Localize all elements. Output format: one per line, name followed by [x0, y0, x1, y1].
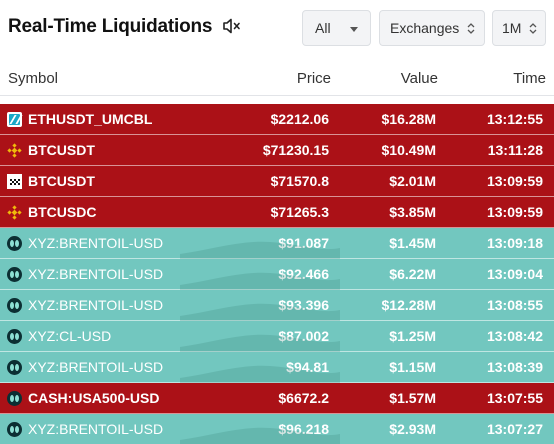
row-value: $6.22M — [389, 266, 436, 282]
row-price: $91.087 — [278, 235, 329, 251]
page-title: Real-Time Liquidations — [8, 16, 213, 37]
row-symbol: BTCUSDC — [28, 204, 97, 220]
column-header-price: Price — [296, 70, 331, 87]
row-value: $1.57M — [389, 390, 436, 406]
hyperliquid-icon — [7, 422, 22, 437]
table-row[interactable]: BTCUSDT $71570.8 $2.01M 13:09:59 — [0, 166, 554, 197]
row-value: $3.85M — [389, 204, 436, 220]
row-value: $1.45M — [389, 235, 436, 251]
updown-chevron-icon — [529, 23, 537, 34]
row-price: $71230.15 — [262, 142, 329, 158]
side-filter-select[interactable]: All — [302, 10, 371, 46]
row-value: $12.28M — [381, 297, 436, 313]
row-time: 13:09:18 — [486, 235, 543, 251]
side-filter-value: All — [315, 20, 331, 36]
liquidations-table: ETHUSDT_UMCBL $2212.06 $16.28M 13:12:55 BTCU… — [0, 104, 554, 444]
row-symbol: XYZ:BRENTOIL-USD — [28, 297, 164, 313]
okx-icon — [7, 174, 22, 189]
row-symbol: XYZ:BRENTOIL-USD — [28, 421, 164, 437]
row-symbol: XYZ:BRENTOIL-USD — [28, 235, 164, 251]
updown-chevron-icon — [467, 23, 475, 34]
hyperliquid-icon — [7, 298, 22, 313]
row-value: $10.49M — [381, 142, 436, 158]
table-row[interactable]: CASH:USA500-USD $6672.2 $1.57M 13:07:55 — [0, 383, 554, 414]
panel-header: Real-Time Liquidations All Exchanges 1M — [0, 0, 554, 58]
exchange-filter-select[interactable]: Exchanges — [379, 10, 485, 46]
table-row[interactable]: BTCUSDT $71230.15 $10.49M 13:11:28 — [0, 135, 554, 166]
exchange-filter-value: Exchanges — [390, 20, 460, 36]
row-symbol: BTCUSDT — [28, 173, 95, 189]
timeframe-value: 1M — [502, 20, 522, 36]
hyperliquid-icon — [7, 360, 22, 375]
row-time: 13:12:55 — [486, 111, 543, 127]
row-time: 13:08:42 — [486, 328, 543, 344]
table-row[interactable]: XYZ:BRENTOIL-USD $92.466 $6.22M 13:09:04 — [0, 259, 554, 290]
column-header-time: Time — [513, 70, 546, 87]
bitget-icon — [7, 112, 22, 127]
sound-muted-icon[interactable] — [222, 17, 242, 35]
row-time: 13:09:59 — [486, 204, 543, 220]
column-header-symbol: Symbol — [8, 70, 59, 87]
row-price: $2212.06 — [270, 111, 329, 127]
row-time: 13:08:55 — [486, 297, 543, 313]
hyperliquid-icon — [7, 329, 22, 344]
row-time: 13:09:59 — [486, 173, 543, 189]
timeframe-select[interactable]: 1M — [492, 10, 546, 46]
row-price: $87.002 — [278, 328, 329, 344]
row-value: $1.15M — [389, 359, 436, 375]
table-row[interactable]: BTCUSDC $71265.3 $3.85M 13:09:59 — [0, 197, 554, 228]
row-price: $6672.2 — [278, 390, 329, 406]
column-header-value: Value — [400, 70, 438, 87]
row-symbol: XYZ:BRENTOIL-USD — [28, 359, 164, 375]
row-time: 13:11:28 — [487, 142, 543, 158]
row-price: $96.218 — [278, 421, 329, 437]
hyperliquid-icon — [7, 236, 22, 251]
row-value: $16.28M — [381, 111, 436, 127]
row-time: 13:09:04 — [486, 266, 543, 282]
hyperliquid-icon — [7, 391, 22, 406]
row-symbol: ETHUSDT_UMCBL — [28, 111, 153, 127]
row-value: $1.25M — [389, 328, 436, 344]
row-time: 13:07:27 — [486, 421, 543, 437]
table-row[interactable]: XYZ:BRENTOIL-USD $91.087 $1.45M 13:09:18 — [0, 228, 554, 259]
row-price: $71265.3 — [270, 204, 329, 220]
row-price: $94.81 — [286, 359, 329, 375]
table-row[interactable]: XYZ:BRENTOIL-USD $94.81 $1.15M 13:08:39 — [0, 352, 554, 383]
table-row[interactable]: ETHUSDT_UMCBL $2212.06 $16.28M 13:12:55 — [0, 104, 554, 135]
row-time: 13:08:39 — [486, 359, 543, 375]
row-value: $2.01M — [389, 173, 436, 189]
binance-icon — [7, 205, 22, 220]
row-price: $92.466 — [278, 266, 329, 282]
row-symbol: XYZ:CL-USD — [28, 328, 112, 344]
row-symbol: BTCUSDT — [28, 142, 95, 158]
table-row[interactable]: XYZ:BRENTOIL-USD $93.396 $12.28M 13:08:55 — [0, 290, 554, 321]
row-price: $93.396 — [278, 297, 329, 313]
row-symbol: XYZ:BRENTOIL-USD — [28, 266, 164, 282]
chevron-down-icon — [350, 27, 358, 32]
binance-icon — [7, 143, 22, 158]
table-header: Symbol Price Value Time — [0, 58, 554, 96]
row-value: $2.93M — [389, 421, 436, 437]
row-time: 13:07:55 — [486, 390, 543, 406]
hyperliquid-icon — [7, 267, 22, 282]
row-price: $71570.8 — [270, 173, 329, 189]
row-symbol: CASH:USA500-USD — [28, 390, 160, 406]
table-row[interactable]: XYZ:CL-USD $87.002 $1.25M 13:08:42 — [0, 321, 554, 352]
table-row[interactable]: XYZ:BRENTOIL-USD $96.218 $2.93M 13:07:27 — [0, 414, 554, 444]
